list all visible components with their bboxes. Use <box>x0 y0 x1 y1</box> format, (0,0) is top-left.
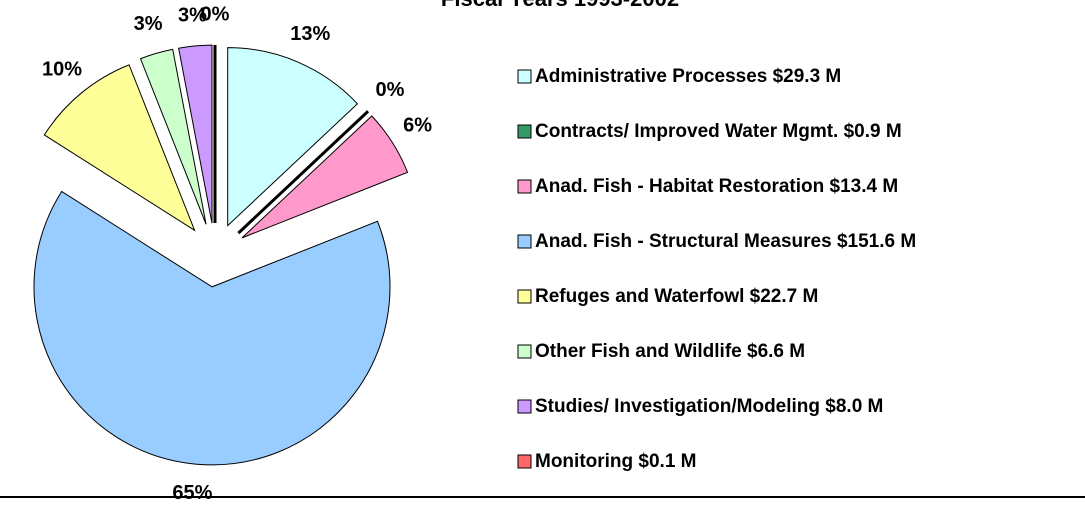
pie-slice <box>139 48 207 225</box>
chart-title: Fiscal Years 1993-2002 <box>441 0 679 11</box>
legend-label: Other Fish and Wildlife $6.6 M <box>535 341 805 362</box>
legend-label: Refuges and Waterfowl $22.7 M <box>535 286 818 307</box>
data-label: 0% <box>201 3 230 25</box>
data-label: 6% <box>403 115 432 137</box>
data-label: 65% <box>172 482 212 504</box>
legend-swatch <box>517 124 532 139</box>
legend-swatch <box>517 234 532 249</box>
legend-label: Anad. Fish - Habitat Restoration $13.4 M <box>535 176 898 197</box>
legend-label: Contracts/ Improved Water Mgmt. $0.9 M <box>535 121 902 142</box>
pie-slice <box>33 190 391 466</box>
legend-label: Studies/ Investigation/Modeling $8.0 M <box>535 396 883 417</box>
data-label: 13% <box>290 23 330 45</box>
legend-label: Anad. Fish - Structural Measures $151.6 … <box>535 231 916 252</box>
pie-slice <box>241 115 409 239</box>
data-label: 10% <box>42 58 82 80</box>
legend-swatch <box>517 454 532 469</box>
legend-swatch <box>517 69 532 84</box>
data-label: 3% <box>178 4 207 26</box>
pie-slice <box>227 47 359 227</box>
pie-slice <box>178 44 213 224</box>
legend-swatch <box>517 344 532 359</box>
pie-slice <box>237 110 370 235</box>
legend-swatch <box>517 399 532 414</box>
pie-slice <box>43 64 196 232</box>
data-label: 3% <box>134 13 163 35</box>
legend-swatch <box>517 179 532 194</box>
data-label: 0% <box>375 79 404 101</box>
legend-label: Administrative Processes $29.3 M <box>535 66 841 87</box>
legend-label: Monitoring $0.1 M <box>535 451 697 472</box>
legend-swatch <box>517 289 532 304</box>
